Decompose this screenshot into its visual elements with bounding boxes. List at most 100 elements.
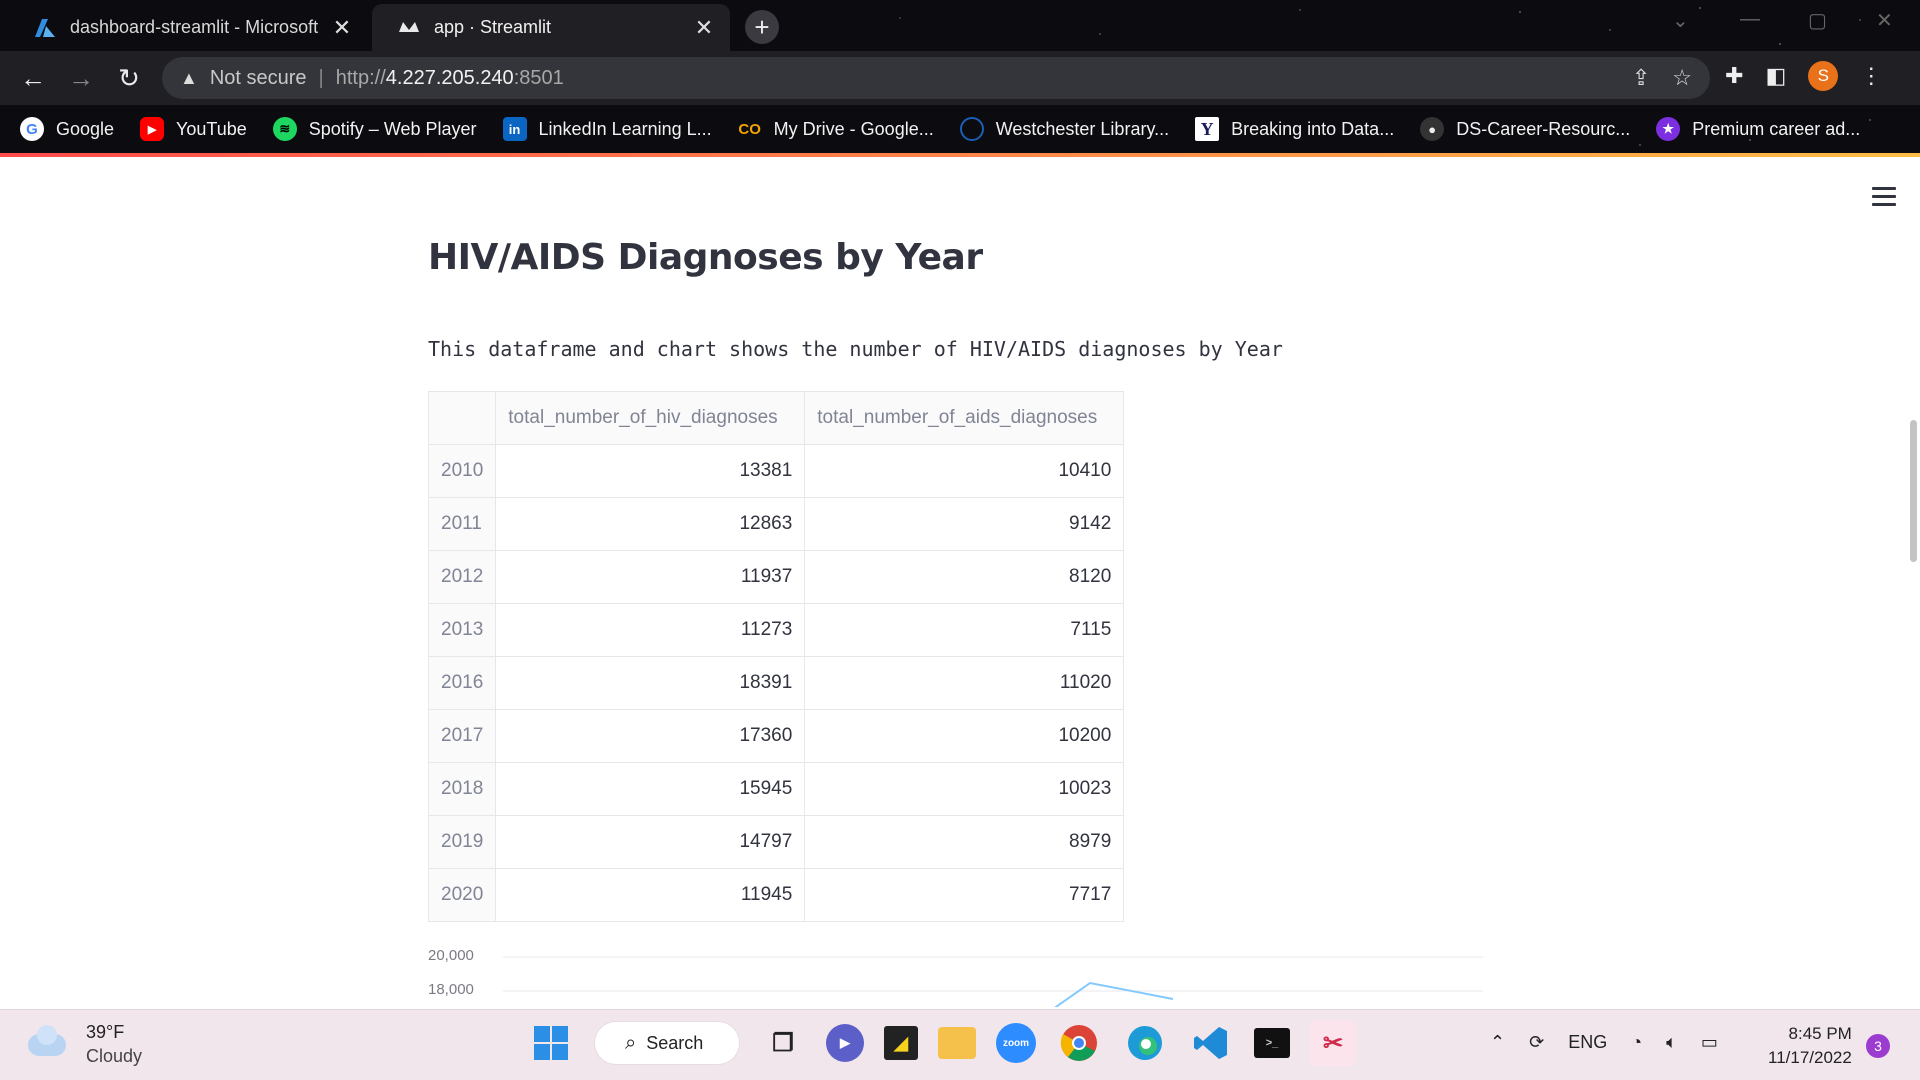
- hiv-cell[interactable]: 11273: [495, 603, 806, 657]
- share-icon[interactable]: ⇪: [1631, 65, 1651, 90]
- volume-icon[interactable]: 🔈︎: [1666, 1032, 1677, 1052]
- back-arrow-icon[interactable]: ←: [20, 62, 46, 93]
- aids-cell[interactable]: 8979: [804, 815, 1125, 869]
- table-row: 2013 11273 7115: [427, 603, 1125, 657]
- warning-icon: ▲: [180, 67, 198, 88]
- snipping-tool-icon[interactable]: ✂: [1310, 1020, 1356, 1066]
- hiv-cell[interactable]: 18391: [495, 656, 806, 710]
- taskbar-search[interactable]: ⌕ Search: [594, 1021, 740, 1065]
- battery-icon[interactable]: ▭: [1700, 1032, 1718, 1052]
- sticky-notes-icon[interactable]: ◢: [884, 1026, 918, 1060]
- hiv-cell[interactable]: 12863: [495, 497, 806, 551]
- bookmark-breaking-into-data[interactable]: Y Breaking into Data...: [1195, 117, 1394, 141]
- aids-cell[interactable]: 7115: [804, 603, 1125, 657]
- aids-cell[interactable]: 10023: [804, 762, 1125, 816]
- library-icon: [959, 117, 984, 141]
- github-icon: ●: [1420, 117, 1445, 141]
- bookmark-ds-career-resources[interactable]: ● DS-Career-Resourc...: [1420, 117, 1630, 141]
- index-header: [427, 391, 497, 445]
- menu-kebab-icon[interactable]: ⋮: [1860, 63, 1883, 88]
- sync-icon[interactable]: ⟳: [1529, 1032, 1545, 1052]
- extensions-icon[interactable]: ✚: [1725, 63, 1744, 88]
- chevron-up-icon[interactable]: ⌃: [1490, 1032, 1506, 1052]
- reload-icon[interactable]: ↻: [118, 62, 140, 93]
- hiv-cell[interactable]: 13381: [495, 444, 806, 498]
- aids-cell[interactable]: 10200: [804, 709, 1125, 763]
- close-window-icon[interactable]: ✕: [1876, 10, 1893, 32]
- file-explorer-icon[interactable]: [938, 1027, 976, 1059]
- bookmark-label: LinkedIn Learning L...: [538, 118, 712, 139]
- bookmark-label: Premium career ad...: [1692, 118, 1861, 139]
- bookmark-star-icon[interactable]: ☆: [1672, 65, 1692, 90]
- y-tick-label: 18,000: [428, 981, 474, 998]
- column-header-aids[interactable]: total_number_of_aids_diagnoses: [804, 391, 1125, 445]
- close-icon[interactable]: ✕: [332, 14, 352, 40]
- tab-dashboard[interactable]: dashboard-streamlit - Microsoft ✕: [8, 4, 368, 51]
- hiv-cell[interactable]: 14797: [495, 815, 806, 869]
- close-icon[interactable]: ✕: [694, 14, 714, 40]
- language-indicator[interactable]: ENG: [1568, 1032, 1608, 1052]
- bookmark-google[interactable]: G Google: [20, 117, 114, 141]
- aids-cell[interactable]: 11020: [804, 656, 1125, 710]
- wifi-icon[interactable]: ◔: [1631, 1032, 1643, 1052]
- bookmark-premium-career[interactable]: ★ Premium career ad...: [1656, 117, 1860, 141]
- taskbar-clock[interactable]: 8:45 PM 11/17/2022: [1768, 1022, 1852, 1070]
- ycombinator-icon: Y: [1195, 117, 1220, 141]
- tab-streamlit-app[interactable]: app · Streamlit ✕: [372, 4, 730, 51]
- omnibox-actions: ⇪ ☆: [1632, 65, 1692, 91]
- table-row: 2011 12863 9142: [427, 497, 1125, 551]
- hiv-cell[interactable]: 11937: [495, 550, 806, 604]
- hamburger-menu-icon[interactable]: [1872, 187, 1896, 211]
- edge-icon[interactable]: [1122, 1020, 1168, 1066]
- maximize-icon[interactable]: ▢: [1808, 10, 1827, 32]
- aids-cell[interactable]: 10410: [804, 444, 1125, 498]
- windows-start-icon[interactable]: [528, 1020, 574, 1066]
- hiv-cell[interactable]: 11945: [495, 868, 806, 922]
- side-panel-icon[interactable]: ◧: [1765, 63, 1787, 88]
- bookmark-linkedin[interactable]: in LinkedIn Learning L...: [502, 117, 712, 141]
- chrome-icon[interactable]: [1056, 1020, 1102, 1066]
- notification-badge[interactable]: 3: [1866, 1034, 1890, 1058]
- column-header-hiv[interactable]: total_number_of_hiv_diagnoses: [495, 391, 806, 445]
- address-bar[interactable]: ▲ Not secure | http:// 4.227.205.240 :85…: [162, 57, 1710, 99]
- url-port: :8501: [513, 66, 564, 89]
- new-tab-button[interactable]: +: [745, 10, 779, 44]
- aids-cell[interactable]: 7717: [804, 868, 1125, 922]
- y-tick-label: 20,000: [428, 947, 474, 964]
- dataframe-table[interactable]: total_number_of_hiv_diagnoses total_numb…: [427, 391, 1125, 922]
- hiv-cell[interactable]: 17360: [495, 709, 806, 763]
- row-index: 2016: [427, 656, 497, 710]
- bookmark-spotify[interactable]: ≋ Spotify – Web Player: [272, 117, 477, 141]
- zoom-icon[interactable]: zoom: [996, 1023, 1036, 1063]
- task-view-icon[interactable]: ❐: [772, 1029, 794, 1057]
- bookmark-my-drive[interactable]: CO My Drive - Google...: [738, 117, 933, 141]
- minimize-icon[interactable]: —: [1740, 8, 1760, 30]
- page-scrollbar[interactable]: [1910, 420, 1917, 562]
- chevron-down-icon[interactable]: ⌄: [1672, 10, 1689, 32]
- security-label[interactable]: Not secure: [209, 66, 307, 89]
- terminal-icon[interactable]: >_: [1254, 1028, 1290, 1058]
- url-host: 4.227.205.240: [385, 66, 514, 89]
- clock-time: 8:45 PM: [1788, 1024, 1852, 1043]
- vscode-icon[interactable]: [1188, 1020, 1234, 1066]
- hiv-cell[interactable]: 15945: [495, 762, 806, 816]
- table-row: 2012 11937 8120: [427, 550, 1125, 604]
- bookmark-label: Spotify – Web Player: [308, 118, 477, 139]
- page-description: This dataframe and chart shows the numbe…: [428, 337, 1283, 361]
- search-label: Search: [646, 1032, 704, 1053]
- table-row: 2017 17360 10200: [427, 709, 1125, 763]
- table-row: 2016 18391 11020: [427, 656, 1125, 710]
- bookmark-label: Google: [56, 118, 115, 139]
- profile-avatar[interactable]: S: [1808, 61, 1839, 91]
- streamlit-decoration-bar: [0, 153, 1920, 157]
- weather-widget[interactable]: 39°F Cloudy: [28, 1022, 142, 1067]
- row-index: 2018: [427, 762, 497, 816]
- taskbar-apps: ⌕ Search ❐ ▶ ◢ zoom >_ ✂: [528, 1020, 1356, 1066]
- teams-chat-icon[interactable]: ▶: [826, 1024, 864, 1062]
- chart-plot-area: [503, 956, 1483, 1007]
- aids-cell[interactable]: 9142: [804, 497, 1125, 551]
- aids-cell[interactable]: 8120: [804, 550, 1125, 604]
- bookmark-youtube[interactable]: ▶ YouTube: [140, 117, 247, 141]
- bookmark-westchester-library[interactable]: Westchester Library...: [959, 117, 1169, 141]
- forward-arrow-icon[interactable]: →: [68, 62, 94, 93]
